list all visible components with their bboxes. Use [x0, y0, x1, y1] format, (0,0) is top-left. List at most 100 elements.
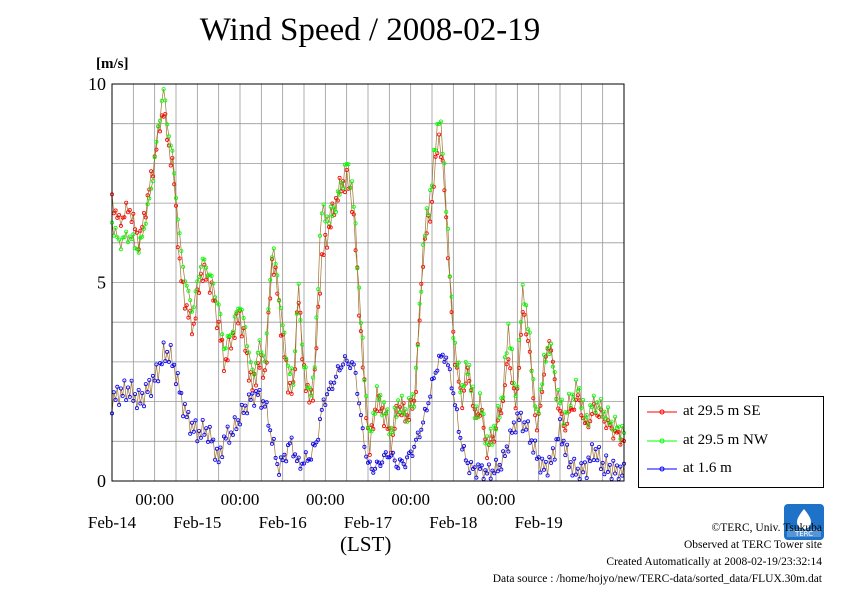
data-point — [310, 398, 315, 403]
data-point — [300, 461, 305, 466]
data-point — [284, 356, 289, 361]
data-point — [250, 391, 255, 396]
data-point — [186, 409, 191, 414]
data-point — [357, 285, 362, 290]
data-point — [298, 317, 303, 322]
data-point — [177, 231, 182, 236]
data-point — [314, 346, 319, 351]
data-point — [202, 262, 207, 267]
terc-logo: TERC — [784, 504, 824, 540]
data-point — [330, 201, 335, 206]
data-point — [186, 315, 191, 320]
data-point — [534, 407, 539, 412]
data-point — [143, 382, 148, 387]
data-point — [262, 359, 267, 364]
data-point — [325, 245, 330, 250]
data-point — [277, 472, 282, 477]
data-point — [141, 210, 146, 215]
data-point — [481, 425, 486, 430]
data-point — [392, 458, 397, 463]
data-point — [335, 189, 340, 194]
data-point — [390, 430, 395, 435]
data-point — [566, 465, 571, 470]
data-point — [467, 378, 472, 383]
data-point — [309, 457, 314, 462]
data-point — [232, 415, 237, 420]
data-point — [550, 364, 555, 369]
data-point — [524, 303, 529, 308]
data-point — [428, 219, 433, 224]
data-point — [179, 279, 184, 284]
data-point — [490, 468, 495, 473]
credit-site: Observed at TERC Tower site — [683, 539, 822, 551]
data-point — [143, 221, 148, 226]
data-point — [275, 462, 280, 467]
data-point — [193, 316, 198, 321]
data-point — [250, 367, 255, 372]
data-point — [483, 441, 488, 446]
date-label: Feb-17 — [344, 513, 393, 532]
data-point — [502, 355, 507, 360]
data-point — [177, 390, 182, 395]
data-point — [378, 463, 383, 468]
data-point — [413, 389, 418, 394]
data-point — [479, 463, 484, 468]
data-point — [351, 362, 356, 367]
data-point — [602, 419, 607, 424]
data-point — [575, 388, 580, 393]
data-point — [163, 112, 168, 117]
data-point — [582, 421, 587, 426]
y-tick-label: 0 — [97, 471, 106, 491]
y-unit-label: [m/s] — [96, 56, 129, 72]
date-label: Feb-14 — [88, 513, 137, 532]
data-point — [118, 247, 123, 252]
data-point — [218, 312, 223, 317]
data-point — [380, 406, 385, 411]
data-point — [348, 366, 353, 371]
credit-created: Created Automatically at 2008-02-19/23:3… — [606, 556, 822, 568]
data-point — [485, 434, 490, 439]
data-point — [213, 457, 218, 462]
data-point — [341, 362, 346, 367]
data-point — [307, 400, 312, 405]
data-point — [316, 437, 321, 442]
legend-label: at 29.5 m SE — [683, 403, 761, 419]
data-point — [488, 476, 493, 481]
data-point — [451, 335, 456, 340]
data-point — [559, 442, 564, 447]
data-point — [172, 362, 177, 367]
data-point — [613, 471, 618, 476]
data-point — [574, 472, 579, 477]
data-point — [268, 428, 273, 433]
data-point — [417, 318, 422, 323]
data-point — [282, 330, 287, 335]
data-point — [474, 404, 479, 409]
series-line — [111, 89, 625, 445]
data-point — [328, 225, 333, 230]
data-point — [316, 287, 321, 292]
data-point — [211, 281, 216, 286]
grid-lines — [112, 84, 624, 481]
data-point — [387, 432, 392, 437]
data-point — [449, 294, 454, 299]
data-point — [451, 391, 456, 396]
legend-marker-low — [647, 466, 677, 472]
data-point — [417, 301, 422, 306]
data-point — [524, 427, 529, 432]
data-point — [268, 296, 273, 301]
data-point — [513, 406, 518, 411]
data-point — [593, 410, 598, 415]
data-point — [252, 403, 257, 408]
data-point — [582, 416, 587, 421]
legend-label: at 1.6 m — [683, 460, 732, 476]
data-point — [252, 372, 257, 377]
data-point — [211, 298, 216, 303]
data-point — [369, 423, 374, 428]
data-point — [138, 228, 143, 233]
data-point — [367, 459, 372, 464]
data-point — [616, 429, 621, 434]
data-point — [401, 401, 406, 406]
data-point — [618, 464, 623, 469]
data-point — [517, 365, 522, 370]
data-point — [469, 459, 474, 464]
